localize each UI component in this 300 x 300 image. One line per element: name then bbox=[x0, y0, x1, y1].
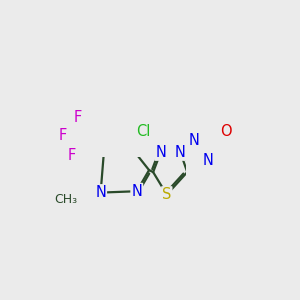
Text: S: S bbox=[162, 187, 172, 202]
Text: F: F bbox=[67, 148, 75, 163]
Text: N: N bbox=[189, 133, 200, 148]
Text: N: N bbox=[131, 184, 142, 199]
Text: O: O bbox=[220, 124, 232, 139]
Text: N: N bbox=[202, 153, 213, 168]
Text: F: F bbox=[59, 128, 67, 143]
Text: CH₃: CH₃ bbox=[55, 193, 78, 206]
Text: N: N bbox=[95, 185, 106, 200]
Text: N: N bbox=[155, 145, 166, 160]
Text: F: F bbox=[73, 110, 82, 125]
Text: Cl: Cl bbox=[136, 124, 150, 140]
Text: N: N bbox=[175, 145, 186, 160]
